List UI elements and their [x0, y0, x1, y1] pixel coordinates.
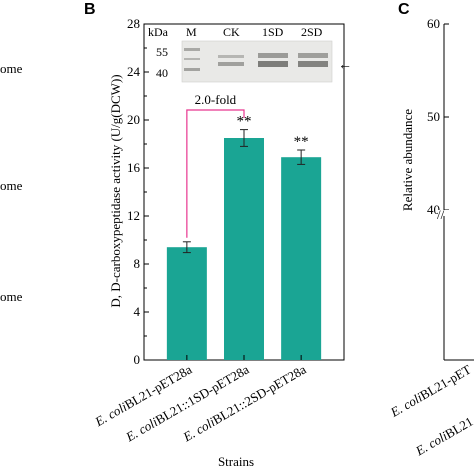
y-tick-label: 24 [127, 64, 141, 79]
gel-band [184, 48, 200, 51]
gel-band [184, 58, 200, 60]
axis-break-gap [438, 210, 450, 216]
panel-c-y-axis-label: Relative abundance [400, 109, 415, 211]
axis-break-mark: // [437, 207, 445, 222]
gel-inset: kDa M CK 1SD 2SD 55 40 ← [148, 25, 352, 83]
gel-marker-55: 55 [156, 45, 168, 59]
significance-marker: ** [237, 114, 252, 130]
left-fragment-2: ome [0, 178, 23, 193]
y-tick-label: 20 [127, 112, 140, 127]
left-fragment-1: ome [0, 61, 23, 76]
y-tick-label: 12 [127, 208, 140, 223]
gel-header-1sd: 1SD [262, 25, 284, 39]
bars: ** ** [166, 114, 322, 360]
y-tick-label: 4 [134, 304, 141, 319]
panel-c-partial-chart: C Relative abundance 40 50 60 // E. coliBL… [387, 1, 474, 459]
gel-band [298, 61, 328, 67]
x-tick-label-text: BL21::1SD-pET28a [153, 361, 252, 427]
fold-label: 2.0-fold [195, 92, 237, 107]
bar-2 [224, 138, 264, 360]
x-tick-label-text: BL21::2SD-pET28a [210, 361, 309, 427]
x-axis-label: Strains [218, 454, 254, 469]
y-axis-label: D, D-carboxypeptidase activity (U/g(DCW)… [108, 74, 123, 307]
y-tick-label: 0 [134, 352, 141, 367]
panel-c-y-tick-label: 50 [427, 109, 440, 124]
gel-header-2sd: 2SD [301, 25, 323, 39]
y-axis-ticks: 0 4 8 12 16 20 24 28 [127, 16, 149, 367]
left-panel-fragments: ome ome ome [0, 61, 23, 304]
panel-c-x-tick-label: E. coliBL21-pET [387, 362, 474, 421]
gel-arrow: ← [338, 58, 352, 73]
bar-3 [281, 157, 322, 360]
y-tick-label: 28 [127, 16, 140, 31]
gel-band [298, 53, 328, 58]
panel-c-y-tick-label: 60 [427, 16, 440, 31]
panel-b-letter: B [84, 1, 96, 18]
gel-band [218, 62, 244, 66]
gel-header-m: M [186, 25, 197, 39]
panel-c-y-ticks: 40 50 60 [427, 16, 474, 361]
y-tick-label: 16 [127, 160, 141, 175]
gel-band [184, 68, 200, 71]
significance-marker: ** [294, 134, 309, 150]
gel-band [258, 53, 288, 58]
panel-c-y-tick-label: 40 [427, 202, 440, 217]
panel-c-x-tick-label-text: BL21-pET [417, 362, 473, 403]
gel-band [218, 55, 244, 58]
y-tick-label: 8 [134, 256, 141, 271]
gel-band [258, 61, 288, 67]
bar-1 [166, 247, 207, 360]
fold-bracket [186, 109, 245, 238]
gel-marker-40: 40 [156, 66, 168, 80]
panel-c-x-tick-label: E. coliBL21 [412, 414, 474, 459]
gel-header-ck: CK [223, 25, 240, 39]
left-fragment-3: ome [0, 289, 23, 304]
panel-b-bar-chart: B D, D-carboxypeptidase activity (U/g(DC… [84, 1, 352, 469]
fold-annotation: 2.0-fold [186, 92, 245, 238]
panel-c-letter: C [398, 1, 410, 18]
gel-header-kda: kDa [148, 25, 169, 39]
panel-c-x-tick-label-text: BL21 [442, 414, 474, 442]
